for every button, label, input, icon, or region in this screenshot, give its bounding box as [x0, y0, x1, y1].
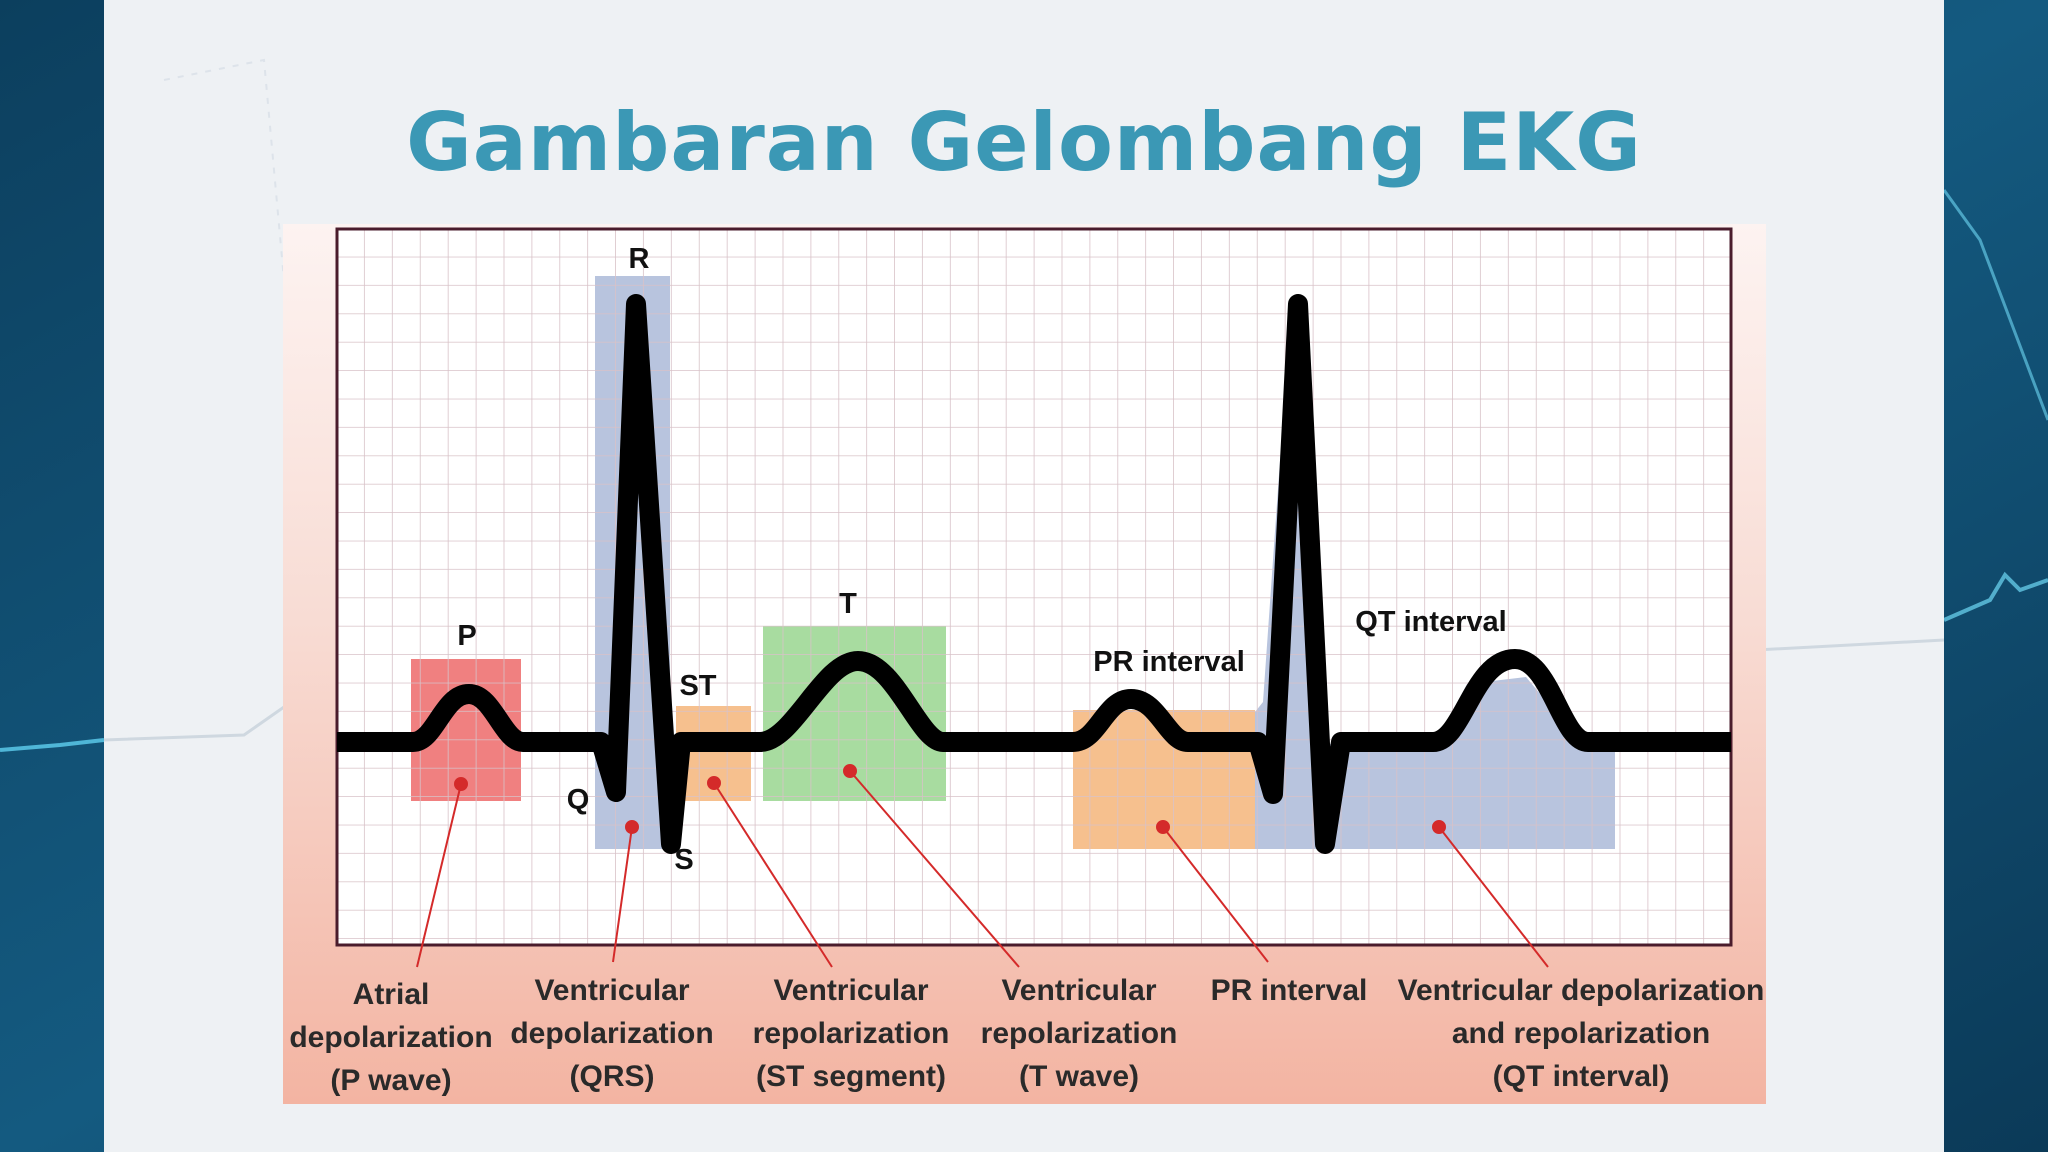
svg-text:Ventricular: Ventricular: [1001, 974, 1156, 1007]
svg-text:and repolarization: and repolarization: [1452, 1017, 1710, 1050]
svg-text:(QRS): (QRS): [570, 1060, 655, 1093]
svg-text:(T wave): (T wave): [1019, 1060, 1139, 1093]
svg-text:repolarization: repolarization: [753, 1017, 950, 1050]
label-t: T: [839, 588, 857, 620]
svg-text:repolarization: repolarization: [981, 1017, 1178, 1050]
label-s: S: [674, 844, 693, 876]
svg-text:Ventricular: Ventricular: [773, 974, 928, 1007]
label-qt-interval: QT interval: [1355, 606, 1507, 638]
svg-text:Atrial: Atrial: [353, 978, 430, 1011]
label-pr-interval: PR interval: [1093, 646, 1245, 678]
svg-text:(QT interval): (QT interval): [1493, 1060, 1670, 1093]
caption-qt-interval: Ventricular depolarization and repolariz…: [1398, 974, 1765, 1093]
svg-text:(P wave): (P wave): [330, 1064, 451, 1097]
svg-text:(ST segment): (ST segment): [756, 1060, 946, 1093]
svg-text:PR interval: PR interval: [1211, 974, 1368, 1007]
caption-atrial-depolarization: Atrial depolarization (P wave): [289, 978, 492, 1097]
caption-t-wave: Ventricular repolarization (T wave): [981, 974, 1178, 1093]
svg-text:depolarization: depolarization: [510, 1017, 713, 1050]
pointer-lines: [416, 764, 1549, 968]
ecg-trace: [337, 294, 1731, 854]
caption-pr-interval: PR interval: [1211, 974, 1368, 1007]
ekg-diagram: P R Q S ST T PR interval QT interval Atr…: [283, 224, 1766, 1104]
grid-border: [335, 227, 1733, 947]
slide-title: Gambaran Gelombang EKG: [406, 96, 1642, 189]
label-st: ST: [679, 670, 716, 702]
svg-text:Ventricular: Ventricular: [534, 974, 689, 1007]
svg-text:depolarization: depolarization: [289, 1021, 492, 1054]
label-q: Q: [567, 784, 590, 816]
caption-st-segment: Ventricular repolarization (ST segment): [753, 974, 950, 1093]
svg-text:Ventricular depolarization: Ventricular depolarization: [1398, 974, 1765, 1007]
caption-qrs: Ventricular depolarization (QRS): [510, 974, 713, 1093]
label-p: P: [457, 620, 476, 652]
label-r: R: [629, 243, 650, 275]
